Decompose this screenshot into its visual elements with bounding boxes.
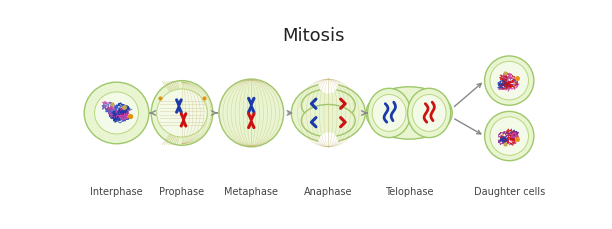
Ellipse shape (151, 81, 213, 145)
Ellipse shape (366, 87, 452, 139)
Ellipse shape (490, 61, 529, 100)
Ellipse shape (372, 95, 406, 131)
Ellipse shape (408, 88, 450, 138)
Ellipse shape (301, 89, 355, 121)
Text: Mitosis: Mitosis (282, 27, 345, 45)
Ellipse shape (157, 89, 207, 137)
Ellipse shape (368, 88, 411, 138)
Ellipse shape (485, 56, 534, 105)
Text: Telophase: Telophase (385, 187, 433, 197)
Wedge shape (319, 133, 338, 142)
Ellipse shape (84, 82, 149, 144)
Text: Prophase: Prophase (159, 187, 204, 197)
Text: Interphase: Interphase (90, 187, 143, 197)
Ellipse shape (94, 92, 138, 134)
Ellipse shape (291, 84, 365, 142)
Wedge shape (319, 84, 338, 93)
Text: Anaphase: Anaphase (304, 187, 353, 197)
Ellipse shape (485, 112, 534, 161)
Ellipse shape (412, 95, 446, 131)
Text: Daughter cells: Daughter cells (474, 187, 545, 197)
Ellipse shape (219, 79, 283, 147)
Text: Metaphase: Metaphase (224, 187, 278, 197)
Ellipse shape (301, 104, 355, 137)
Ellipse shape (490, 117, 529, 155)
